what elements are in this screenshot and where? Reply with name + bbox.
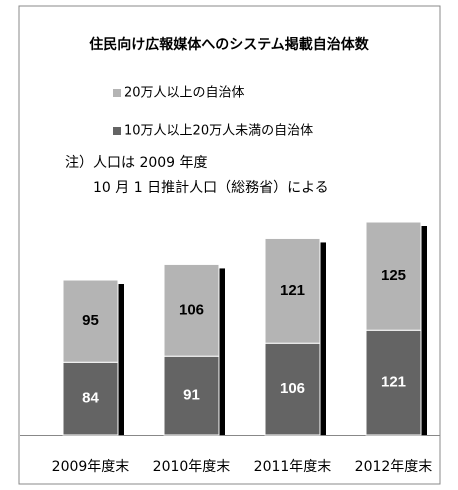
data-label: 91 [183,387,200,404]
x-tick-label: 2009年度末 [52,459,130,475]
bar-segment [365,221,422,331]
data-label: 95 [82,312,99,329]
x-tick-label: 2011年度末 [254,459,332,475]
chart-title: 住民向け広報媒体へのシステム掲載自治体数 [89,36,370,53]
annotation: 10 月 1 日推計人口（総務省）による [93,180,329,196]
data-label: 106 [280,380,305,397]
bar-shadow [118,284,124,435]
bar-segment [62,279,119,363]
data-label: 121 [280,282,305,299]
bar-shadow [219,268,225,435]
data-label: 125 [381,267,406,284]
x-tick-label: 2010年度末 [153,459,231,475]
legend-swatch [113,89,121,97]
bar-shadow [320,242,326,435]
bar-segment [163,355,220,436]
annotation: 注）人口は 2009 年度 [65,155,208,171]
legend-swatch [113,127,121,135]
data-label: 106 [179,301,204,318]
legend-label: 10万人以上20万人未満の自治体 [124,124,313,139]
x-tick-label: 2012年度末 [355,459,433,475]
bar-segment [365,329,422,436]
data-label: 121 [381,374,406,391]
bar-segment [264,342,321,436]
bar-segment [264,237,321,344]
bar-shadow [421,226,427,435]
bar-segment [62,361,119,436]
bar-segment [163,263,220,357]
data-label: 84 [82,390,99,407]
legend-label: 20万人以上の自治体 [124,86,245,101]
